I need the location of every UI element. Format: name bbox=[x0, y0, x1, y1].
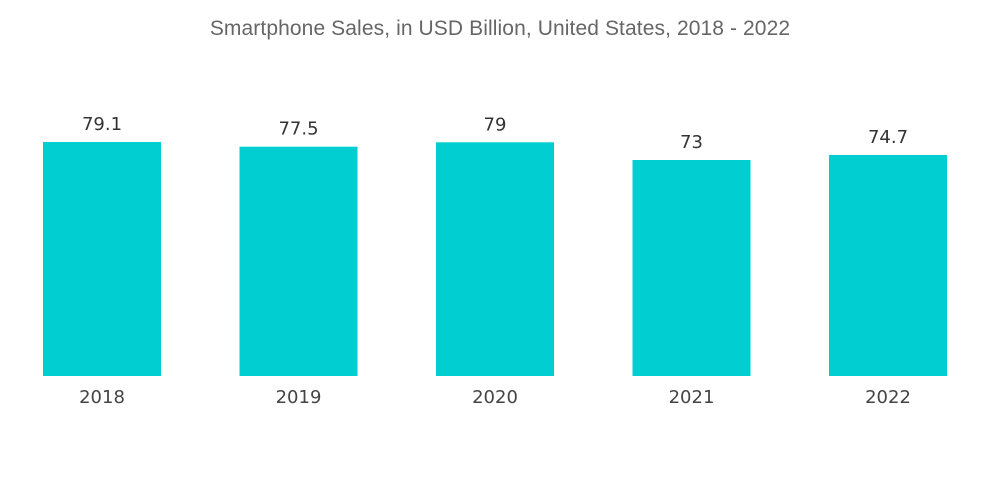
chart-title: Smartphone Sales, in USD Billion, United… bbox=[209, 17, 791, 40]
x-tick-label-2020: 2020 bbox=[472, 387, 518, 408]
bar-2020 bbox=[436, 142, 554, 376]
bar-2021 bbox=[632, 160, 751, 376]
bar-2022 bbox=[829, 155, 947, 376]
bar-2019 bbox=[239, 146, 358, 376]
x-tick-label-2018: 2018 bbox=[79, 387, 125, 408]
value-label-2019: 77.5 bbox=[278, 119, 318, 140]
bar-2018 bbox=[43, 142, 161, 376]
x-tick-label-2021: 2021 bbox=[669, 387, 715, 408]
value-label-2021: 73 bbox=[680, 132, 703, 153]
x-tick-label-2022: 2022 bbox=[865, 387, 911, 408]
x-tick-label-2019: 2019 bbox=[276, 387, 322, 408]
value-label-2018: 79.1 bbox=[82, 114, 122, 135]
value-label-2020: 79 bbox=[484, 114, 507, 135]
value-label-2022: 74.7 bbox=[868, 127, 908, 148]
